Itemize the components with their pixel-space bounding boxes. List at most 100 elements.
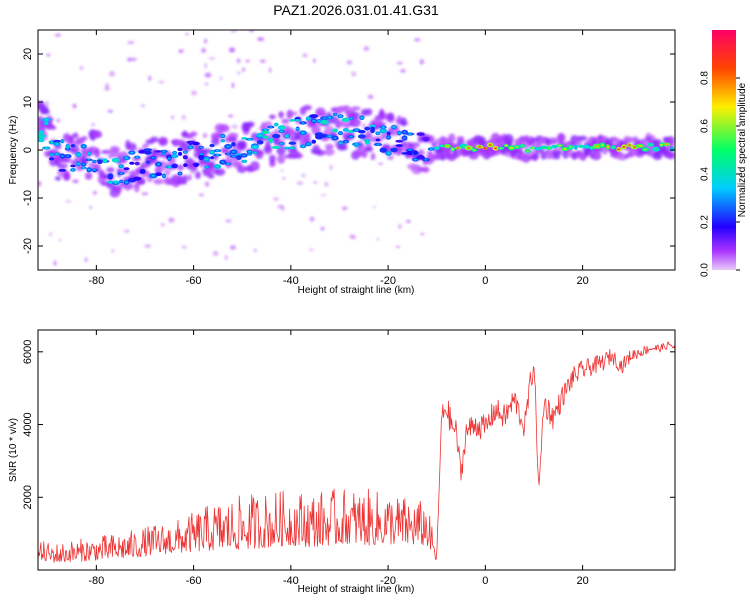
spectrogram-mark xyxy=(256,140,264,145)
spectrogram-peak xyxy=(108,181,112,184)
spectrogram-speck xyxy=(219,77,223,80)
spectrogram-peak xyxy=(205,158,209,161)
spectrogram-speck xyxy=(104,87,110,91)
spectrogram-mark xyxy=(422,136,430,142)
spectrogram-peak xyxy=(531,146,535,149)
spectrogram-mark xyxy=(53,139,61,143)
spectrogram-mark xyxy=(390,148,398,153)
spectrogram-peak xyxy=(333,129,337,132)
spectrogram-speck xyxy=(351,71,357,77)
spectrogram-mark xyxy=(70,144,76,148)
spectrogram-peak xyxy=(242,154,246,157)
spectrogram-speck xyxy=(168,217,175,223)
spectrogram-halo-blob xyxy=(531,153,539,162)
spectrogram-peak xyxy=(290,146,294,149)
spectrogram-peak xyxy=(210,151,214,154)
colorbar-tick-label: 0.2 xyxy=(700,215,711,229)
spectrogram-speck xyxy=(253,248,257,252)
spectrogram-peak xyxy=(253,146,257,148)
spectrogram-peak xyxy=(221,135,225,137)
spectrogram-speck xyxy=(111,249,115,253)
spectrogram-halo-blob xyxy=(490,150,501,156)
colorbar-ticks: 0.0 0.2 0.4 0.6 0.8 xyxy=(700,71,740,277)
spectrogram-speck xyxy=(282,177,286,180)
spectrogram-speck xyxy=(301,173,306,178)
spectrogram-peak xyxy=(504,144,508,147)
spectrogram-peak xyxy=(579,145,583,148)
spectrogram-speck xyxy=(228,47,236,53)
spectrogram-speck xyxy=(363,46,370,52)
spectrogram-speck xyxy=(231,124,238,129)
spectrogram-halo-blob xyxy=(645,136,652,141)
spectrogram-speck xyxy=(54,33,61,37)
spectrogram-mark xyxy=(418,154,424,160)
spectrogram-halo-blob xyxy=(448,133,456,143)
spectrogram-halo-blob xyxy=(337,145,348,151)
spectrogram-halo-blob xyxy=(421,166,430,173)
spectrogram-speck xyxy=(89,206,93,209)
spectrogram-speck xyxy=(92,190,97,195)
spectrogram-mark xyxy=(134,161,140,166)
spectrogram-y-tick-label: 10 xyxy=(22,96,34,108)
spectrogram-peak xyxy=(290,119,294,122)
spectrogram-peak xyxy=(60,140,64,143)
spectrogram-mark xyxy=(145,160,150,164)
spectrogram-peak xyxy=(355,129,358,132)
spectrogram-mark xyxy=(129,161,135,165)
spectrogram-peak xyxy=(536,147,540,150)
snr-x-label: Height of straight line (km) xyxy=(298,584,415,595)
spectrogram-speck xyxy=(292,111,298,116)
spectrogram-peak xyxy=(114,159,118,162)
spectrogram-speck xyxy=(320,226,325,231)
spectrogram-peak xyxy=(39,135,43,138)
spectrogram-mark xyxy=(177,147,183,152)
spectrogram-peak xyxy=(590,146,594,149)
spectrogram-mark xyxy=(210,156,215,160)
spectrogram-peak xyxy=(135,156,139,159)
spectrogram-speck xyxy=(148,75,152,82)
spectrogram-peak xyxy=(199,146,203,149)
spectrogram-mark xyxy=(272,134,281,139)
spectrogram-halo-blob xyxy=(92,132,103,138)
spectrogram-halo-blob xyxy=(255,149,264,160)
spectrogram-peak xyxy=(285,135,289,138)
spectrogram-mark xyxy=(231,142,236,147)
spectrogram-peak xyxy=(467,147,471,149)
spectrogram-peak xyxy=(627,144,631,146)
spectrogram-halo-blob xyxy=(294,152,303,159)
spectrogram-peak xyxy=(488,144,492,146)
spectrogram-peak xyxy=(387,152,391,155)
spectrogram-halo-blob xyxy=(360,150,368,159)
spectrogram-speck xyxy=(248,30,254,33)
spectrogram-halo-blob xyxy=(364,146,374,153)
spectrogram-peak xyxy=(306,143,310,145)
spectrogram-peak xyxy=(55,153,59,155)
spectrogram-peak xyxy=(162,174,166,177)
spectrogram-speck xyxy=(224,255,228,260)
spectrogram-peak xyxy=(87,158,91,161)
spectrogram-peak xyxy=(66,145,70,148)
spectrogram-peak xyxy=(82,163,86,166)
spectrogram-peak xyxy=(296,127,300,130)
spectrogram-halo-blob xyxy=(344,121,350,130)
colorbar: 0.0 0.2 0.4 0.6 0.8 Normalized spectral ampl… xyxy=(700,30,748,277)
spectrogram-halo-blob xyxy=(400,117,407,127)
spectrogram-speck xyxy=(313,181,318,184)
spectrogram-y-tick-label: -10 xyxy=(22,190,34,206)
spectrogram-speck xyxy=(361,123,366,129)
spectrogram-mark xyxy=(357,134,366,139)
spectrogram-mark xyxy=(412,150,418,155)
spectrogram-peak xyxy=(87,168,91,171)
spectrogram-halo-blob xyxy=(281,118,290,124)
spectrogram-halo-blob xyxy=(579,135,587,141)
spectrogram-speck xyxy=(419,59,425,65)
spectrogram-peak xyxy=(162,150,166,153)
spectrogram-halo-blob xyxy=(246,121,255,128)
spectrogram-speck xyxy=(414,37,421,42)
spectrogram-halo-blob xyxy=(379,108,385,117)
spectrogram-halo-blob xyxy=(129,170,136,178)
spectrogram-speck xyxy=(72,179,79,184)
spectrogram-halo-blob xyxy=(417,149,425,157)
spectrogram-peak xyxy=(269,139,273,142)
spectrogram-mark xyxy=(209,143,215,148)
